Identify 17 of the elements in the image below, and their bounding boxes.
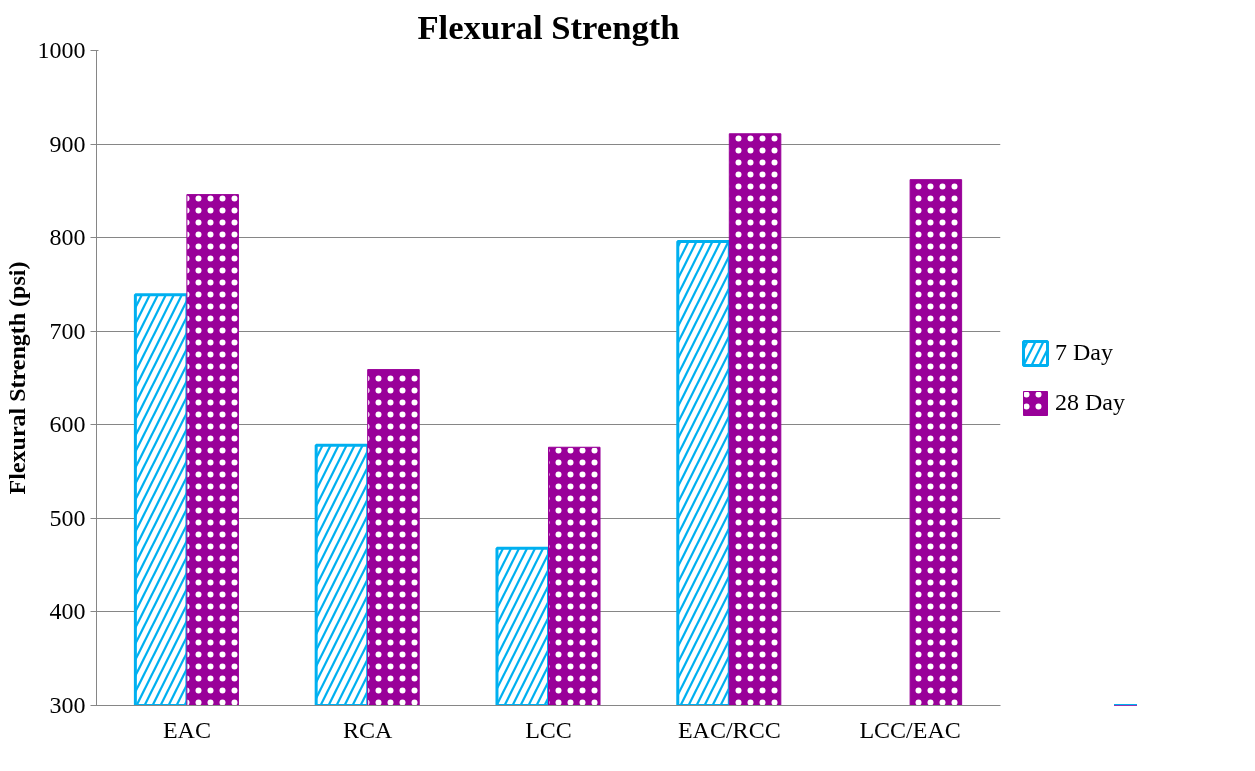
y-tick-label: 800 [49, 224, 86, 251]
x-tick-label: LCC [525, 716, 572, 743]
x-tick-label: RCA [343, 716, 394, 743]
legend-label: 7 Day [1055, 339, 1113, 366]
y-tick-label: 700 [49, 317, 86, 344]
y-tick-label: 400 [49, 598, 86, 625]
x-tick-label: LCC/EAC [859, 716, 961, 743]
y-tick-label: 600 [49, 411, 86, 438]
legend-label: 28 Day [1055, 389, 1125, 416]
x-tick-label: EAC [162, 716, 211, 743]
y-axis-title: Flexural Strength (psi) [3, 261, 30, 495]
y-tick-label: 500 [49, 504, 86, 531]
y-tick-label: 300 [49, 692, 86, 718]
x-tick-label: EAC/RCC [677, 716, 781, 743]
y-tick-label: 900 [49, 130, 86, 157]
chart-title: Flexural Strength [417, 7, 680, 46]
y-tick-label: 1000 [37, 37, 86, 63]
